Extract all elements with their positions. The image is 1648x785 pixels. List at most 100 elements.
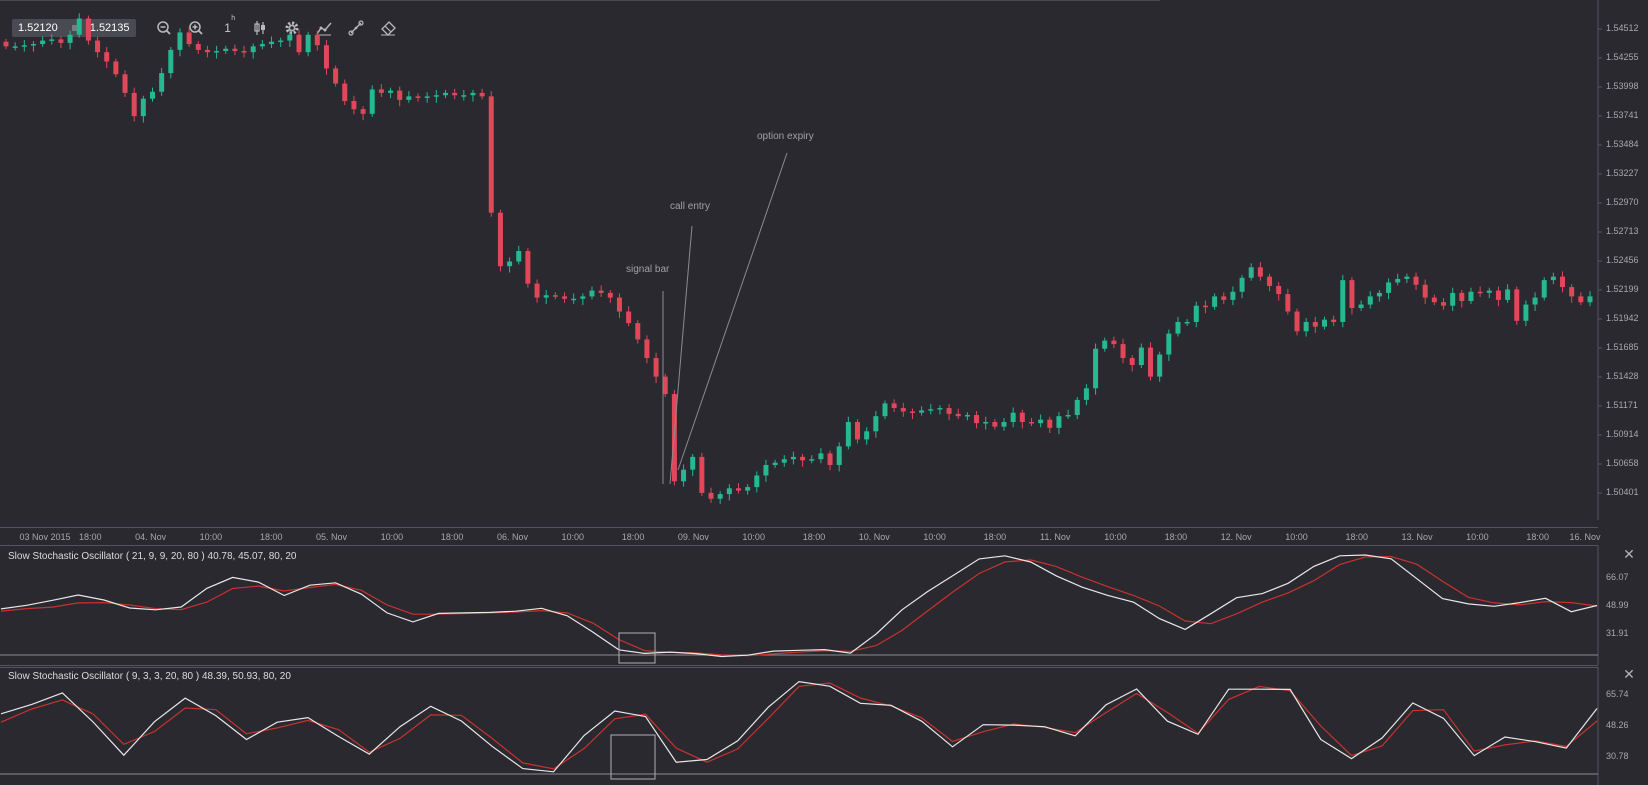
time-axis-label: 10:00 bbox=[380, 532, 404, 542]
candle-body bbox=[259, 44, 265, 47]
candles-icon[interactable] bbox=[250, 18, 270, 38]
time-axis-label: 13. Nov bbox=[1401, 532, 1433, 542]
candle-body bbox=[49, 39, 55, 41]
time-axis-label: 04. Nov bbox=[135, 532, 167, 542]
candle-body bbox=[195, 44, 201, 50]
price-axis-label: 1.51428 bbox=[1606, 371, 1639, 381]
candle-body bbox=[342, 83, 348, 102]
candle-body bbox=[424, 96, 430, 98]
price-chart[interactable] bbox=[0, 0, 1648, 520]
oscillator1-close-icon[interactable]: ✕ bbox=[1623, 546, 1635, 562]
candle-body bbox=[571, 298, 577, 301]
candle-body bbox=[855, 421, 861, 440]
candle-body bbox=[818, 453, 824, 460]
option-expiry-line bbox=[677, 152, 788, 471]
time-axis-label: 03 Nov 2015 bbox=[19, 532, 71, 542]
candle-body bbox=[488, 96, 494, 213]
oscillator1-top-border bbox=[0, 545, 1598, 546]
draw-line-icon[interactable] bbox=[346, 18, 366, 38]
candle-body bbox=[790, 456, 796, 460]
candle-body bbox=[937, 408, 943, 410]
eraser-icon[interactable] bbox=[378, 18, 398, 38]
price-axis-label: 1.50401 bbox=[1606, 487, 1639, 497]
candle-body bbox=[772, 462, 778, 466]
oscillator2-chart[interactable] bbox=[0, 667, 1648, 785]
oscillator-axis-label: 31.91 bbox=[1606, 627, 1629, 638]
oscillator2-close-icon[interactable]: ✕ bbox=[1623, 666, 1635, 682]
price-axis-label: 1.52456 bbox=[1606, 255, 1639, 265]
candle-body bbox=[1120, 344, 1126, 359]
oscillator1-pane[interactable]: Slow Stochastic Oscillator ( 21, 9, 9, 2… bbox=[0, 545, 1648, 665]
bid-price: 1.52120 bbox=[18, 22, 58, 34]
time-axis-label: 10:00 bbox=[923, 532, 946, 542]
candle-body bbox=[1560, 276, 1566, 288]
candle-body bbox=[909, 411, 915, 414]
candle-body bbox=[278, 40, 284, 43]
candle-body bbox=[1578, 296, 1584, 303]
candle-body bbox=[497, 212, 503, 267]
price-axis-ticks bbox=[1598, 28, 1602, 494]
candle-body bbox=[1276, 285, 1282, 295]
candle-body bbox=[122, 74, 128, 93]
gear-icon[interactable] bbox=[282, 18, 302, 38]
candle-body bbox=[452, 92, 458, 96]
candle-body bbox=[1303, 321, 1309, 332]
candle-body bbox=[1038, 419, 1044, 424]
candle-body bbox=[626, 311, 632, 324]
candle-body bbox=[781, 459, 787, 463]
candle-body bbox=[525, 251, 531, 284]
candle-body bbox=[1257, 267, 1263, 277]
oscillator1-highlight-box bbox=[618, 632, 656, 664]
candle-body bbox=[241, 51, 247, 53]
zoom-out-icon[interactable] bbox=[154, 18, 174, 38]
candle-body bbox=[149, 91, 155, 99]
candle-body bbox=[800, 456, 806, 461]
price-axis-label: 1.50658 bbox=[1606, 458, 1639, 468]
candle-body bbox=[1450, 292, 1456, 306]
candle-body bbox=[1514, 289, 1520, 321]
candle-body bbox=[250, 46, 256, 53]
price-axis-label: 1.52199 bbox=[1606, 284, 1639, 294]
candle-body bbox=[1193, 305, 1199, 322]
call-entry-line bbox=[669, 225, 693, 485]
time-axis-label: 10:00 bbox=[1285, 532, 1308, 542]
candle-body bbox=[745, 487, 751, 491]
candle-body bbox=[607, 292, 613, 298]
candle-body bbox=[40, 40, 46, 45]
price-chart-pane[interactable]: 1.54512 1.54255 1.53998 1.53741 1.53484 1.532… bbox=[0, 0, 1648, 520]
zoom-in-icon[interactable] bbox=[186, 18, 206, 38]
candle-body bbox=[1074, 399, 1080, 416]
candle-body bbox=[433, 95, 439, 97]
candle-body bbox=[534, 283, 540, 298]
price-axis-label: 1.52970 bbox=[1606, 197, 1639, 207]
candle-body bbox=[1495, 290, 1501, 300]
time-axis-label: 10:00 bbox=[199, 532, 223, 542]
candle-body bbox=[67, 34, 73, 43]
candle-body bbox=[1395, 278, 1401, 283]
price-axis-label: 1.52713 bbox=[1606, 226, 1639, 236]
candle-body bbox=[305, 34, 311, 53]
candle-body bbox=[1230, 291, 1236, 300]
indicators-icon[interactable] bbox=[314, 18, 334, 38]
candle-body bbox=[1010, 412, 1016, 422]
candle-body bbox=[1047, 419, 1053, 428]
candle-body bbox=[1569, 287, 1575, 297]
candle-body bbox=[1248, 267, 1254, 278]
oscillator2-pane[interactable]: Slow Stochastic Oscillator ( 9, 3, 3, 20… bbox=[0, 667, 1648, 785]
candle-body bbox=[964, 415, 970, 417]
oscillator1-chart[interactable] bbox=[0, 545, 1648, 665]
top-border bbox=[0, 0, 1160, 1]
candle-body bbox=[1212, 296, 1218, 307]
candle-body bbox=[891, 403, 897, 409]
candle-body bbox=[1019, 412, 1025, 422]
candle-body bbox=[1184, 321, 1190, 324]
candle-body bbox=[461, 95, 467, 97]
candle-body bbox=[12, 46, 18, 48]
candle-body bbox=[589, 290, 595, 297]
candle-body bbox=[662, 376, 668, 395]
oscillator1-title: Slow Stochastic Oscillator ( 21, 9, 9, 2… bbox=[8, 551, 297, 562]
candle-body bbox=[140, 98, 146, 117]
candle-body bbox=[543, 295, 549, 298]
